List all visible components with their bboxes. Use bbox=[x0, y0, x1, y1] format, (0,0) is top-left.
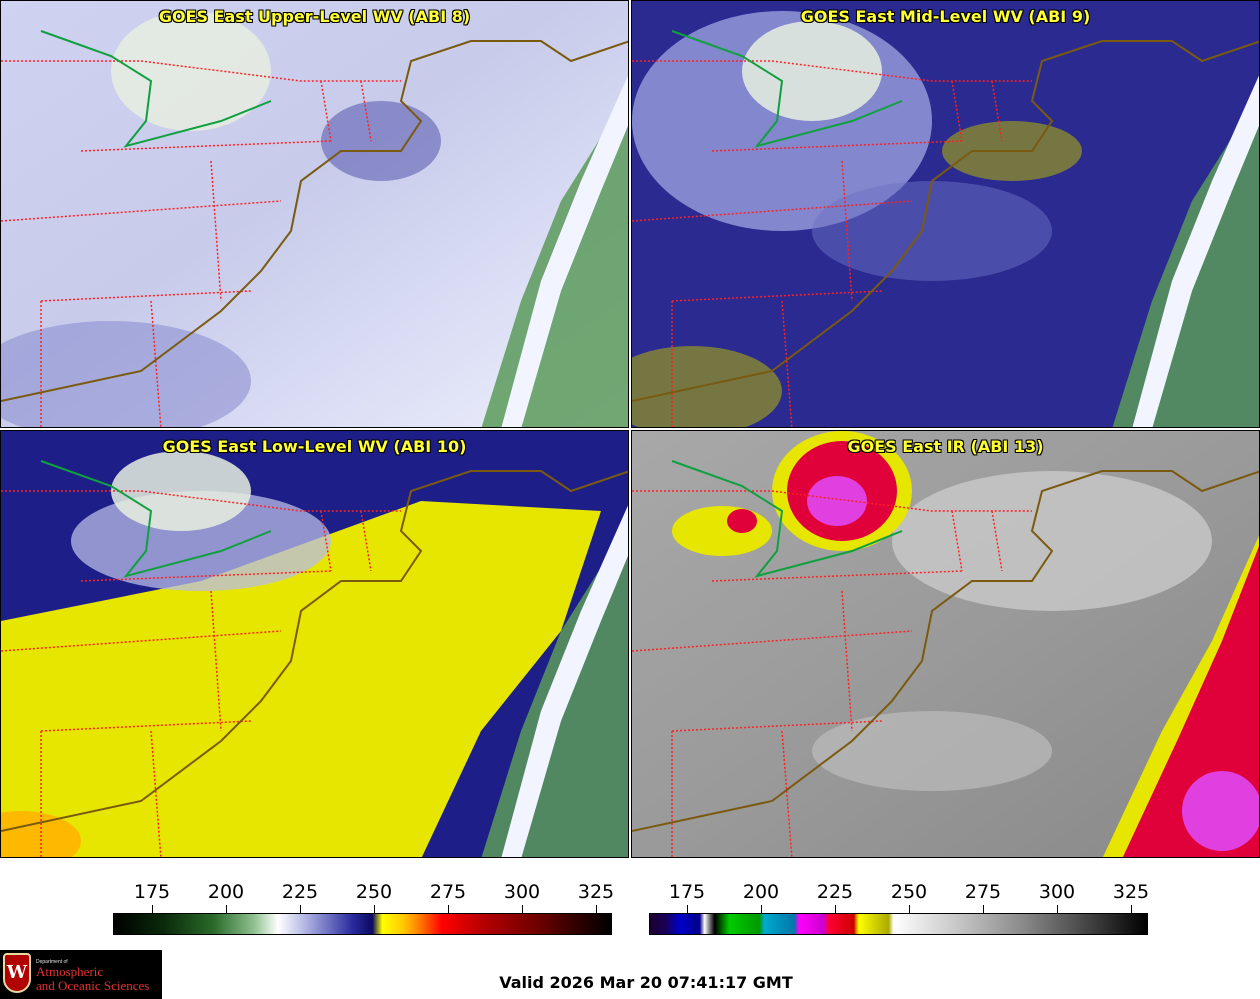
ir-tick-mark bbox=[761, 905, 762, 913]
wv-tick-label: 225 bbox=[281, 881, 319, 903]
ir-tick-label: 275 bbox=[964, 881, 1002, 903]
wv-tick-mark bbox=[226, 905, 227, 913]
panel-mid-level-wv: GOES East Mid-Level WV (ABI 9) bbox=[631, 0, 1260, 428]
wv-tick-mark bbox=[300, 905, 301, 913]
panel-title: GOES East Low-Level WV (ABI 10) bbox=[162, 437, 467, 456]
ir-tick-label: 200 bbox=[742, 881, 780, 903]
ir-tick-mark bbox=[983, 905, 984, 913]
ir-map bbox=[632, 431, 1259, 857]
ir-tick-label: 325 bbox=[1112, 881, 1150, 903]
ir-tick-mark bbox=[835, 905, 836, 913]
wv-tick-label: 300 bbox=[503, 881, 541, 903]
panel-low-level-wv: GOES East Low-Level WV (ABI 10) bbox=[0, 430, 629, 858]
aos-logo[interactable]: W Department of Atmospheric and Oceanic … bbox=[0, 950, 162, 999]
wv-tick-label: 325 bbox=[577, 881, 615, 903]
uw-crest-icon: W bbox=[3, 953, 31, 993]
panel-ir: GOES East IR (ABI 13) bbox=[631, 430, 1260, 858]
panel-title: GOES East Upper-Level WV (ABI 8) bbox=[158, 7, 471, 26]
wv-tick-label: 200 bbox=[207, 881, 245, 903]
panel-title: GOES East Mid-Level WV (ABI 9) bbox=[800, 7, 1091, 26]
wv-tick-mark bbox=[596, 905, 597, 913]
wv-tick-mark bbox=[374, 905, 375, 913]
logo-line-1: Atmospheric bbox=[36, 964, 104, 979]
wv-tick-mark bbox=[152, 905, 153, 913]
ir-tick-mark bbox=[909, 905, 910, 913]
wv-tick-label: 275 bbox=[429, 881, 467, 903]
ir-tick-mark bbox=[1057, 905, 1058, 913]
low-level-wv-map bbox=[1, 431, 628, 857]
wv-tick-label: 175 bbox=[133, 881, 171, 903]
logo-line-2: and Oceanic Sciences bbox=[36, 978, 150, 993]
valid-time: Valid 2026 Mar 20 07:41:17 GMT bbox=[499, 973, 793, 992]
wv-tick-mark bbox=[522, 905, 523, 913]
ir-tick-mark bbox=[687, 905, 688, 913]
ir-tick-mark bbox=[1131, 905, 1132, 913]
upper-level-wv-map bbox=[1, 1, 628, 427]
panel-upper-level-wv: GOES East Upper-Level WV (ABI 8) bbox=[0, 0, 629, 428]
wv-color-scale bbox=[113, 913, 612, 935]
ir-tick-label: 300 bbox=[1038, 881, 1076, 903]
wv-tick-mark bbox=[448, 905, 449, 913]
wv-tick-label: 250 bbox=[355, 881, 393, 903]
wv-colorbar: 175 200 225 250 275 300 325 bbox=[100, 870, 630, 950]
ir-tick-label: 225 bbox=[816, 881, 854, 903]
panel-title: GOES East IR (ABI 13) bbox=[847, 437, 1044, 456]
logo-department-prefix: Department of bbox=[36, 959, 68, 965]
ir-tick-label: 250 bbox=[890, 881, 928, 903]
ir-color-scale bbox=[649, 913, 1148, 935]
mid-level-wv-map bbox=[632, 1, 1259, 427]
ir-colorbar: 175 200 225 250 275 300 325 bbox=[637, 870, 1167, 950]
ir-tick-label: 175 bbox=[668, 881, 706, 903]
